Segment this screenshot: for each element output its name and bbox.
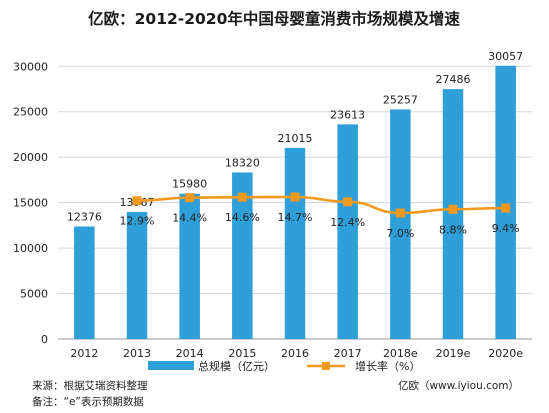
x-tick-label: 2019e [436, 347, 471, 360]
y-tick-label: 5000 [20, 288, 48, 301]
growth-rate-label: 14.6% [225, 211, 260, 224]
growth-point-marker [501, 203, 511, 213]
growth-point-marker [132, 196, 142, 206]
legend: 总规模（亿元） 增长率（%） [148, 359, 420, 373]
growth-point-marker [185, 193, 195, 203]
chart-title: 亿欧：2012-2020年中国母婴童消费市场规模及增速 [88, 9, 460, 28]
y-tick-label: 0 [41, 333, 48, 346]
bar [390, 109, 411, 340]
growth-rate-label: 7.0% [386, 227, 414, 240]
legend-line-label: 增长率（%） [355, 359, 420, 373]
legend-bar-label: 总规模（亿元） [198, 359, 275, 373]
x-tick-label: 2013 [123, 347, 151, 360]
y-tick-label: 30000 [13, 60, 48, 73]
x-tick-label: 2016 [281, 347, 309, 360]
growth-rate-label: 14.7% [278, 211, 313, 224]
x-tick-label: 2012 [70, 347, 98, 360]
y-tick-label: 10000 [13, 242, 48, 255]
x-tick-label: 2017 [334, 347, 362, 360]
bar [495, 65, 516, 339]
bar-value-label: 25257 [383, 93, 418, 106]
growth-point-marker [343, 197, 353, 207]
bar-value-label: 30057 [488, 50, 523, 63]
growth-rate-label: 12.9% [120, 215, 155, 228]
growth-point-marker [290, 192, 300, 202]
bar [284, 147, 306, 339]
growth-point-marker [395, 208, 405, 218]
bar [74, 226, 95, 339]
bar [126, 212, 148, 339]
y-tick-label: 20000 [13, 151, 48, 164]
footer-note: 备注：“e”表示预期数据 [32, 395, 144, 408]
bar-value-label: 23613 [330, 108, 365, 121]
x-axis-tick-labels: 2012 2013 2014 2015 2016 2017 2018e 2019e 2020e [70, 347, 523, 360]
growth-rate-label: 9.4% [492, 222, 520, 235]
bar-value-label: 18320 [225, 156, 260, 169]
growth-line-path [136, 195, 506, 215]
growth-rate-labels: 12.9% 14.4% 14.6% 14.7% 12.4% 7.0% 8.8% 9.4% [120, 211, 520, 240]
bar-value-label: 15980 [172, 178, 207, 191]
growth-rate-label: 8.8% [439, 223, 467, 236]
bar [337, 124, 358, 339]
x-tick-label: 2014 [176, 347, 204, 360]
footer-source: 来源：根据艾瑞资料整理 [32, 379, 148, 392]
growth-rate-label: 12.4% [330, 216, 365, 229]
x-tick-label: 2020e [488, 347, 523, 360]
growth-line [132, 192, 511, 218]
legend-bar-swatch [148, 361, 194, 370]
x-tick-label: 2015 [228, 347, 256, 360]
growth-point-marker [448, 204, 458, 214]
bar-value-label: 21015 [278, 132, 313, 145]
growth-point-marker [237, 192, 247, 202]
bar-value-label: 12376 [67, 210, 102, 223]
bar [232, 172, 253, 339]
bars [74, 65, 516, 340]
y-axis-tick-labels: 0 5000 10000 15000 20000 25000 30000 [13, 60, 48, 346]
y-tick-label: 25000 [13, 106, 48, 119]
bar-value-label: 27486 [436, 73, 471, 86]
growth-rate-label: 14.4% [172, 212, 207, 225]
legend-line-marker [322, 362, 330, 370]
x-tick-label: 2018e [383, 347, 418, 360]
bar [442, 89, 464, 339]
y-tick-label: 15000 [13, 197, 48, 210]
bar [179, 193, 200, 339]
footer-brand: 亿欧（www.iyiou.com） [398, 379, 519, 392]
